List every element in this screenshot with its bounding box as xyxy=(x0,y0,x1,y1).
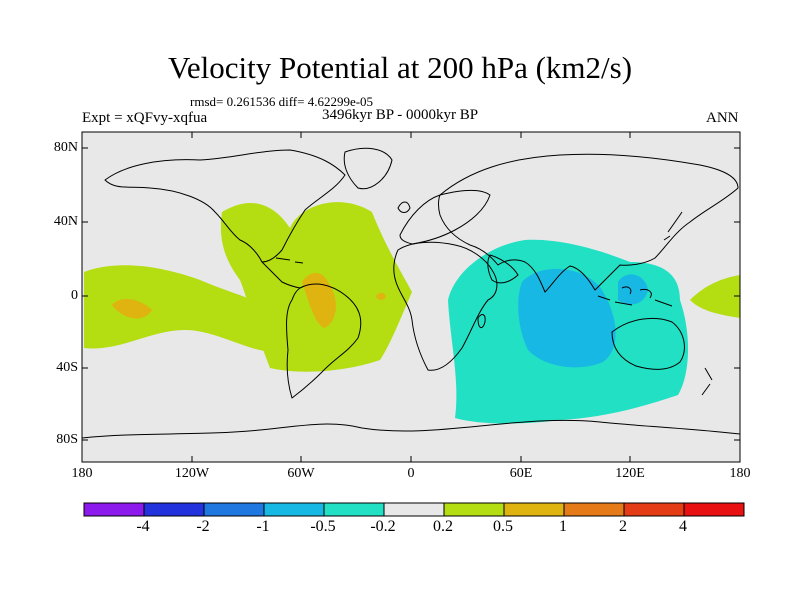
colorbar-label: -0.5 xyxy=(310,518,336,535)
y-tick-label: 40S xyxy=(56,360,78,375)
axis-ticks xyxy=(81,132,741,462)
experiment-label: Expt = xQFvy-xqfua xyxy=(82,110,208,126)
colorbar-label: 4 xyxy=(679,518,687,535)
coast-madagascar xyxy=(477,314,486,328)
x-tick-label: 0 xyxy=(407,466,415,481)
coast-australia xyxy=(611,317,685,370)
colorbar-swatch xyxy=(503,502,565,517)
coast-asia xyxy=(438,153,739,293)
x-tick-label: 120W xyxy=(174,466,210,481)
colorbar-swatch xyxy=(83,502,145,517)
coast-antarctica xyxy=(81,419,741,439)
coast-caribbean xyxy=(275,257,304,264)
colorbar-label: 0.5 xyxy=(493,518,513,535)
colorbar xyxy=(83,502,745,517)
colorbar-swatch xyxy=(263,502,325,517)
coast-europe xyxy=(399,190,491,245)
x-tick-label: 60E xyxy=(509,466,533,481)
coast-central-america xyxy=(261,261,301,289)
x-tick-label: 120E xyxy=(615,466,645,481)
contour-pacific-positive xyxy=(84,265,272,352)
colorbar-label: 0.2 xyxy=(433,518,453,535)
colorbar-label: 2 xyxy=(619,518,627,535)
contour-fills xyxy=(84,202,740,424)
colorbar-swatch xyxy=(323,502,385,517)
plot-title: Velocity Potential at 200 hPa (km2/s) xyxy=(167,50,633,85)
contour-maritime-core xyxy=(618,274,648,305)
colorbar-label: 1 xyxy=(559,518,567,535)
season-label: ANN xyxy=(706,110,739,126)
contour-indian-core xyxy=(518,268,616,368)
contour-atlantic-orange-dot xyxy=(376,292,386,300)
colorbar-label: -0.2 xyxy=(370,518,396,535)
coast-south-america xyxy=(286,283,362,399)
colorbar-label: -4 xyxy=(136,518,150,535)
coast-british-isles xyxy=(397,201,411,213)
period-label: 3496kyr BP - 0000kyr BP xyxy=(322,107,479,123)
x-tick-label: 180 xyxy=(71,466,93,481)
colorbar-swatch xyxy=(683,502,745,517)
coast-africa xyxy=(393,241,498,371)
coast-new-zealand xyxy=(701,367,713,396)
x-tick-label: 180 xyxy=(729,466,751,481)
coast-indonesia xyxy=(597,286,673,307)
colorbar-label: -2 xyxy=(196,518,210,535)
coast-arabia xyxy=(487,254,519,284)
coast-japan xyxy=(663,211,683,241)
colorbar-label: -1 xyxy=(256,518,270,535)
colorbar-swatch xyxy=(383,502,445,517)
coast-greenland xyxy=(343,147,393,190)
y-tick-label: 80N xyxy=(53,140,78,155)
y-tick-label: 40N xyxy=(53,214,78,229)
colorbar-swatch xyxy=(203,502,265,517)
colorbar-swatch xyxy=(443,502,505,517)
colorbar-swatch xyxy=(143,502,205,517)
colorbar-swatch xyxy=(563,502,625,517)
coastlines xyxy=(81,147,741,439)
contour-pacific-orange xyxy=(112,298,152,319)
contour-east-pacific-positive xyxy=(690,275,740,318)
x-tick-label: 60W xyxy=(287,466,315,481)
y-tick-label: 0 xyxy=(71,288,78,303)
colorbar-swatch xyxy=(623,502,685,517)
coast-north-america xyxy=(104,149,346,263)
contour-samerica-orange xyxy=(302,273,336,328)
stats-text: rmsd= 0.261536 diff= 4.62299e-05 xyxy=(190,94,374,109)
y-tick-label: 80S xyxy=(56,432,78,447)
